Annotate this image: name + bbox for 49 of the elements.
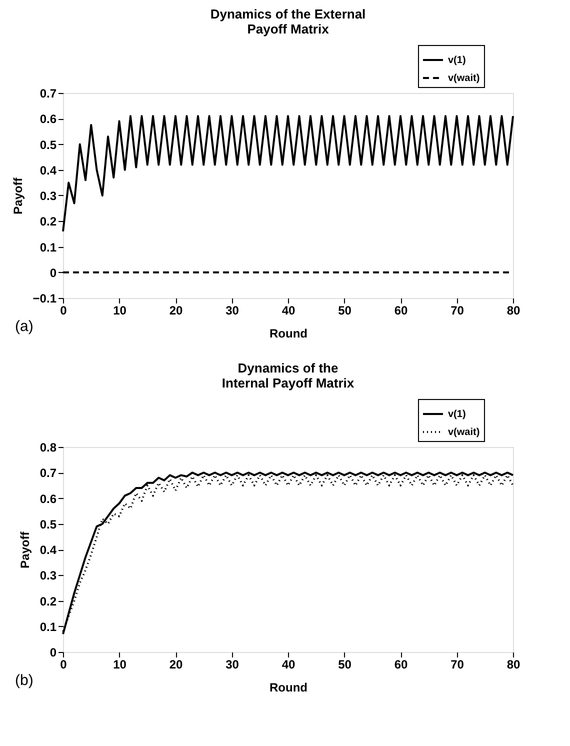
x-tick-label: 10 [113,304,127,318]
legend-label: v(1) [448,409,466,420]
x-tick-label: 80 [506,304,520,318]
y-tick-label: −0.1 [32,292,57,306]
x-tick-label: 60 [394,658,408,672]
y-tick-label: 0.1 [40,240,57,254]
x-axis-title: Round [270,326,308,340]
y-tick-label: 0.4 [40,163,57,178]
x-tick-label: 70 [450,658,464,672]
y-tick-label: 0.3 [40,568,57,583]
x-tick-label: 40 [282,304,296,318]
y-axis-title: Payoff [10,176,25,214]
y-tick-label: 0.5 [40,517,57,532]
text: (a) [15,318,34,335]
x-tick-label: 70 [450,304,464,318]
y-axis-title: Payoff [18,530,32,568]
x-tick-label: 40 [282,658,296,672]
x-axis-title: Round [270,680,308,694]
x-tick-label: 30 [226,304,240,318]
y-tick-label: 0.7 [40,86,57,100]
x-tick-label: 10 [113,658,127,672]
y-tick-label: 0.2 [40,594,57,608]
y-tick-label: 0.6 [40,492,57,506]
chart-title: Dynamics of the External Payoff Matrix [210,6,366,36]
y-tick-label: 0.3 [40,189,57,203]
y-tick-label: 0.2 [40,214,57,229]
y-tick-label: 0.7 [40,466,57,480]
y-tick-label: 0 [50,646,57,660]
x-tick-label: 50 [338,304,352,318]
legend-label: v(wait) [448,73,480,84]
chart-title: Dynamics of the Internal Payoff Matrix [222,360,355,390]
y-tick-label: 0.1 [40,620,57,634]
x-tick-label: 60 [394,304,408,318]
x-tick-label: 30 [226,658,240,672]
x-tick-label: 0 [60,658,68,672]
text: (b) [15,672,34,689]
y-tick-label: 0.5 [40,138,57,152]
y-tick-label: 0.4 [40,543,57,557]
y-tick-label: 0.8 [40,440,57,454]
x-tick-label: 50 [338,658,352,672]
x-tick-label: 80 [506,658,520,672]
line-series [62,115,514,232]
legend-label: v(wait) [448,427,480,438]
x-tick-label: 0 [60,304,68,318]
y-tick-label: 0.6 [40,112,57,126]
x-tick-label: 20 [169,658,183,672]
legend-label: v(1) [448,55,466,66]
x-tick-label: 20 [169,304,183,318]
y-tick-label: 0 [50,266,57,280]
